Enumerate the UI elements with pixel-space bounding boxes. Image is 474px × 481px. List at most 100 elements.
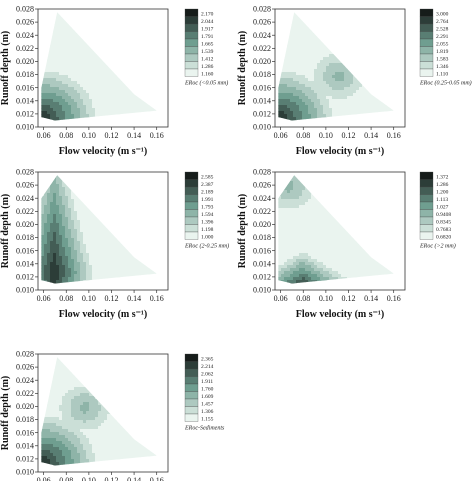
contour-cell: [302, 12, 306, 16]
contour-cell: [350, 84, 354, 88]
contour-cell: [305, 42, 309, 46]
contour-cell: [158, 42, 161, 45]
contour-cell: [140, 21, 144, 25]
contour-cell: [65, 15, 69, 19]
contour-cell: [335, 126, 338, 129]
contour-cell: [365, 90, 369, 94]
contour-cell: [341, 111, 345, 115]
contour-cell: [335, 33, 339, 37]
contour-cell: [122, 12, 126, 16]
contour-cell: [140, 90, 144, 94]
contour-cell: [383, 87, 387, 91]
contour-cell: [74, 57, 78, 61]
contour-cell: [380, 84, 384, 88]
contour-cell: [83, 42, 87, 46]
contour-cell: [86, 51, 90, 55]
contour-cell: [131, 175, 135, 179]
contour-cell: [50, 262, 54, 266]
contour-cell: [131, 120, 135, 121]
contour-cell: [95, 123, 98, 126]
contour-cell: [161, 90, 164, 93]
contour-cell: [305, 102, 309, 106]
contour-cell: [128, 235, 132, 239]
contour-cell: [104, 244, 108, 248]
contour-cell: [338, 12, 342, 13]
contour-cell: [116, 256, 120, 260]
contour-cell: [89, 211, 93, 215]
contour-cell: [398, 60, 401, 63]
contour-cell: [53, 247, 57, 251]
contour-cell: [68, 178, 72, 182]
contour-cell: [131, 105, 135, 109]
contour-cell: [68, 45, 72, 49]
contour-cell: [317, 102, 321, 106]
contour-cell: [56, 229, 60, 233]
contour-cell: [104, 63, 108, 67]
contour-cell: [77, 30, 81, 34]
contour-cell: [92, 57, 96, 61]
contour-cell: [389, 126, 392, 129]
contour-cell: [89, 202, 93, 206]
contour-cell: [305, 48, 309, 52]
contour-cell: [119, 199, 123, 203]
contour-cell: [128, 211, 132, 215]
contour-cell: [167, 241, 170, 244]
contour-cell: [167, 84, 170, 87]
contour-cell: [98, 12, 102, 16]
contour-cell: [395, 90, 398, 93]
contour-cell: [140, 81, 144, 85]
contour-cell: [158, 211, 161, 214]
contour-cell: [74, 42, 78, 46]
contour-cell: [152, 12, 156, 13]
contour-cell: [350, 87, 354, 91]
contour-cell: [314, 60, 318, 64]
contour-cell: [65, 220, 69, 224]
contour-cell: [371, 63, 375, 67]
contour-cell: [56, 226, 60, 230]
contour-cell: [80, 60, 84, 64]
contour-cell: [347, 66, 351, 70]
contour-cell: [95, 244, 99, 248]
contour-cell: [86, 114, 90, 118]
contour-cell: [101, 175, 105, 179]
contour-cell: [158, 123, 161, 126]
contour-cell: [50, 193, 54, 197]
contour-cell: [158, 9, 161, 12]
contour-cell: [53, 259, 57, 263]
contour-cell: [398, 114, 401, 117]
contour-cell: [83, 12, 87, 13]
contour-cell: [101, 117, 105, 121]
contour-cell: [287, 21, 291, 25]
contour-cell: [386, 39, 390, 43]
contour-cell: [137, 202, 141, 206]
contour-cell: [143, 217, 147, 221]
contour-cell: [98, 202, 102, 206]
contour-cell: [62, 196, 66, 200]
contour-cell: [149, 24, 153, 28]
contour-cell: [146, 93, 150, 97]
contour-cell: [110, 187, 114, 191]
contour-cell: [299, 108, 303, 112]
contour-cell: [317, 117, 321, 121]
contour-cell: [317, 108, 321, 112]
contour-cell: [347, 51, 351, 55]
contour-cell: [47, 196, 51, 200]
contour-cell: [80, 226, 84, 230]
contour-cell: [86, 30, 90, 34]
contour-cell: [110, 24, 114, 28]
contour-cell: [365, 102, 369, 106]
contour-cell: [299, 96, 303, 100]
contour-cell: [167, 126, 170, 129]
contour-cell: [317, 15, 321, 19]
contour-cell: [107, 117, 111, 121]
contour-cell: [326, 93, 330, 97]
contour-cell: [128, 105, 132, 109]
contour-cell: [167, 172, 170, 175]
contour-cell: [326, 51, 330, 55]
contour-cell: [323, 30, 327, 34]
contour-cell: [62, 39, 66, 43]
contour-cell: [83, 30, 87, 34]
contour-cell: [41, 220, 45, 224]
contour-cell: [116, 21, 120, 25]
contour-cell: [161, 202, 164, 205]
